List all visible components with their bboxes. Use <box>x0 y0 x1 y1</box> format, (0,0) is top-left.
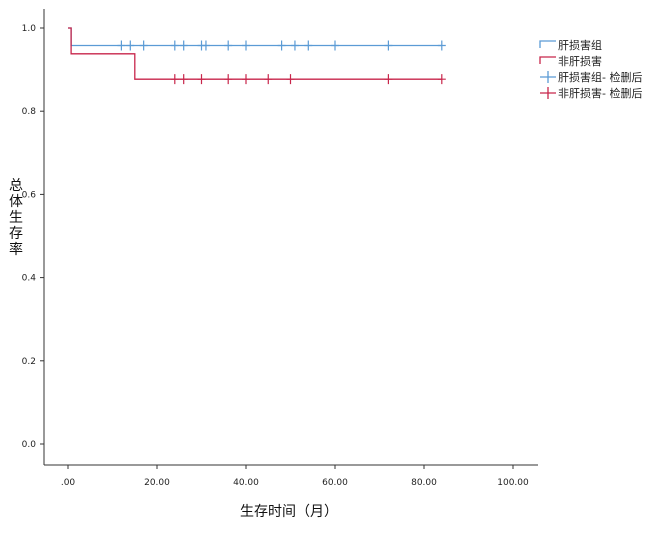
censor-mark <box>197 74 206 85</box>
censor-mark <box>126 40 135 51</box>
censor-mark <box>286 74 295 85</box>
legend-censor-swatch <box>540 71 556 83</box>
censor-mark <box>201 40 210 51</box>
y-tick-label: 0.8 <box>22 107 37 117</box>
legend-label: 肝损害组 <box>558 38 602 52</box>
x-tick-label: 20.00 <box>144 478 170 488</box>
y-ticks: 0.0 0.2 0.4 0.6 0.8 1.0 <box>22 24 44 450</box>
censor-mark <box>242 40 250 51</box>
y-axis-title-char: 体 <box>9 194 23 210</box>
y-axis-title-char: 总 <box>9 178 23 194</box>
legend-label: 肝损害组- 检删后 <box>558 70 642 84</box>
legend-censor-swatch <box>540 87 556 99</box>
y-tick-label: 0.6 <box>22 190 37 200</box>
series-line <box>68 27 442 80</box>
x-axis-title: 生存时间（月） <box>240 504 338 520</box>
legend-label: 非肝损害- 检删后 <box>558 86 642 100</box>
plot-area <box>68 27 446 85</box>
censor-mark <box>179 74 188 85</box>
legend-line-swatch <box>539 40 556 48</box>
x-tick-label: 80.00 <box>411 478 437 488</box>
y-axis-title-char: 存 <box>9 226 23 242</box>
y-tick-label: 0.2 <box>22 357 36 367</box>
censor-mark <box>304 40 313 51</box>
legend-label: 非肝损害 <box>558 54 602 68</box>
y-axis-title-char: 生 <box>9 210 23 226</box>
x-tick-label: 60.00 <box>322 478 348 488</box>
x-tick-label: 100.00 <box>497 478 529 488</box>
x-tick-label: 40.00 <box>233 478 259 488</box>
censor-mark <box>384 40 393 51</box>
censor-mark <box>437 40 446 51</box>
y-axis-title-char: 率 <box>9 241 23 258</box>
censor-mark <box>117 40 126 51</box>
censor-mark <box>170 74 179 85</box>
y-tick-label: 0.0 <box>22 440 37 450</box>
censor-mark <box>170 40 179 51</box>
censor-mark <box>290 40 299 51</box>
y-tick-label: 1.0 <box>22 24 37 34</box>
y-axis-title: 总体生存率 <box>9 178 23 258</box>
axes <box>43 9 538 466</box>
censor-mark <box>277 40 286 51</box>
censor-mark <box>224 40 233 51</box>
censor-mark <box>139 40 148 51</box>
legend-line-swatch <box>539 56 556 64</box>
censor-mark <box>242 74 250 85</box>
series-line <box>68 27 442 47</box>
censor-mark <box>331 40 339 51</box>
censor-mark <box>224 74 233 85</box>
censor-mark <box>384 74 393 85</box>
censor-mark <box>179 40 188 51</box>
x-ticks: .00 20.00 40.00 60.00 80.00 100.00 <box>61 465 529 488</box>
y-tick-label: 0.4 <box>22 274 37 284</box>
censor-mark <box>264 74 273 85</box>
x-tick-label: .00 <box>61 478 76 488</box>
censor-mark <box>437 74 446 85</box>
